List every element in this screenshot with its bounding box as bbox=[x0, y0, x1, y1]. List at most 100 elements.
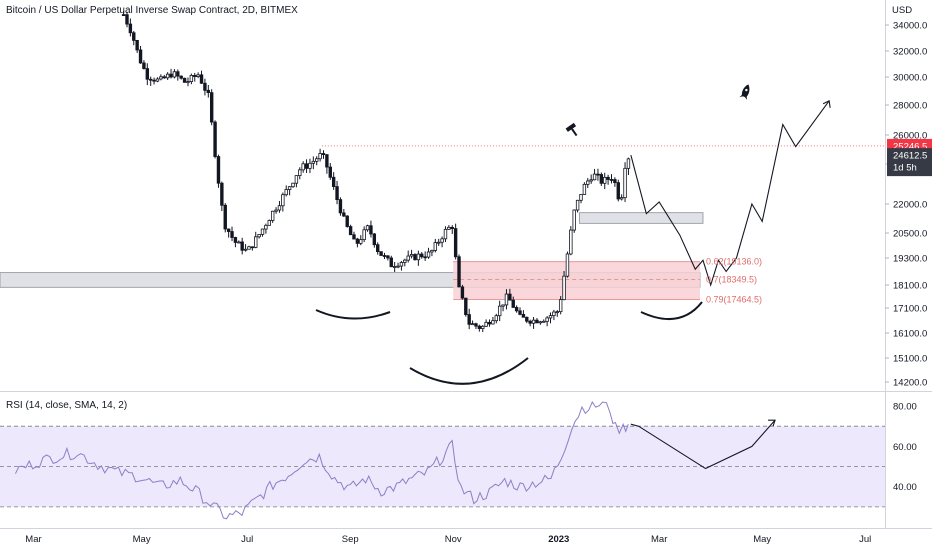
candle-body bbox=[545, 317, 549, 322]
right-shoulder-arc bbox=[640, 301, 703, 320]
time-tick-label: Mar bbox=[651, 534, 667, 545]
candle-body bbox=[176, 71, 180, 77]
candle-body bbox=[240, 241, 244, 251]
candle-body bbox=[548, 315, 553, 319]
fib-labels: 0.62(19136.0) 0.7(18349.5) 0.79(17464.5) bbox=[706, 257, 762, 305]
projection-line bbox=[630, 100, 830, 287]
candle-body bbox=[165, 73, 170, 79]
countdown-text: 1d 5h bbox=[893, 163, 917, 174]
time-tick-label: Nov bbox=[445, 534, 462, 545]
candle-body bbox=[484, 321, 488, 327]
candle-body bbox=[470, 323, 475, 326]
price-tick-label: 22000.0 bbox=[893, 200, 927, 211]
candle-body bbox=[223, 204, 227, 230]
candle-body bbox=[284, 189, 288, 196]
candle-body bbox=[311, 160, 316, 164]
candle-body bbox=[331, 176, 336, 187]
candle-body bbox=[450, 226, 454, 230]
candle-body bbox=[182, 77, 187, 83]
candle-body bbox=[209, 92, 214, 123]
time-tick-label: Sep bbox=[342, 534, 359, 545]
candle-body bbox=[613, 179, 617, 184]
candle-body bbox=[335, 186, 339, 201]
candle-body bbox=[277, 205, 282, 211]
candle-body bbox=[128, 23, 133, 34]
time-axis[interactable]: Mar May Jul Sep Nov 2023 Mar May Jul bbox=[25, 534, 871, 545]
time-tick-label: 2023 bbox=[548, 534, 569, 545]
rsi-projection bbox=[630, 419, 776, 470]
candlestick-series[interactable] bbox=[121, 10, 631, 333]
candle-body bbox=[426, 251, 431, 258]
currency-label: USD bbox=[892, 5, 912, 16]
candle-body bbox=[267, 220, 271, 226]
candle-body bbox=[216, 156, 221, 184]
candle-body bbox=[603, 176, 607, 184]
rocket-icon bbox=[739, 84, 750, 100]
candle-body bbox=[379, 251, 383, 256]
candle-body bbox=[230, 231, 234, 238]
candle-body bbox=[599, 174, 604, 184]
rsi-line bbox=[14, 400, 629, 520]
candle-body bbox=[531, 319, 536, 324]
price-axis[interactable]: 34000.032000.030000.028000.026000.024000… bbox=[885, 21, 927, 389]
candle-body bbox=[243, 248, 248, 251]
candle-body bbox=[298, 169, 302, 176]
candle-body bbox=[315, 158, 319, 162]
projection-path bbox=[630, 99, 831, 287]
rsi-tick-label: 60.00 bbox=[893, 442, 917, 453]
fib-label: 0.7(18349.5) bbox=[706, 274, 757, 284]
rsi-tick-label: 80.00 bbox=[893, 402, 917, 413]
candle-body bbox=[518, 310, 522, 315]
time-tick-label: Jul bbox=[241, 534, 253, 545]
candle-body bbox=[392, 266, 397, 268]
candle-body bbox=[569, 229, 573, 255]
candle-body bbox=[172, 71, 177, 78]
candle-body bbox=[301, 163, 305, 171]
candle-body bbox=[558, 299, 563, 313]
candle-body bbox=[619, 197, 624, 200]
candle-body bbox=[626, 158, 631, 169]
candle-body bbox=[260, 228, 265, 235]
chart-zones bbox=[0, 212, 704, 300]
candle-body bbox=[355, 238, 360, 244]
candle-body bbox=[132, 32, 136, 41]
price-tick-label: 14200.0 bbox=[893, 378, 927, 389]
candle-body bbox=[623, 167, 627, 199]
candle-body bbox=[430, 249, 434, 253]
candle-body bbox=[125, 14, 129, 25]
current-price-tag: 24612.5 1d 5h bbox=[887, 148, 932, 177]
demand-zone bbox=[578, 212, 704, 224]
price-tick-label: 30000.0 bbox=[893, 73, 927, 84]
candle-body bbox=[220, 182, 224, 206]
candle-body bbox=[494, 315, 498, 322]
candle-body bbox=[460, 286, 465, 299]
candle-body bbox=[328, 166, 332, 178]
candle-body bbox=[281, 194, 285, 207]
candle-body bbox=[145, 68, 150, 80]
candle-body bbox=[474, 323, 478, 327]
candle-body bbox=[535, 319, 539, 324]
candle-body bbox=[477, 325, 482, 329]
candle-body bbox=[186, 81, 190, 83]
candle-body bbox=[497, 305, 502, 317]
candle-body bbox=[304, 163, 309, 169]
candle-body bbox=[443, 228, 448, 240]
time-tick-label: Mar bbox=[25, 534, 41, 545]
left-shoulder-arc bbox=[315, 309, 391, 320]
candle-body bbox=[226, 228, 231, 232]
candle-body bbox=[213, 121, 217, 157]
rsi-axis[interactable]: 80.00 60.00 40.00 bbox=[893, 402, 917, 494]
candle-body bbox=[609, 179, 614, 181]
candle-body bbox=[372, 233, 377, 246]
candle-body bbox=[409, 254, 414, 257]
candle-body bbox=[572, 209, 576, 231]
candle-body bbox=[274, 209, 278, 212]
candle-body bbox=[423, 256, 427, 259]
candle-body bbox=[562, 275, 566, 301]
candle-body bbox=[542, 320, 546, 323]
candle-body bbox=[291, 182, 295, 188]
candle-body bbox=[199, 74, 204, 84]
rsi-projection-arrowhead bbox=[768, 419, 776, 427]
candle-body bbox=[440, 238, 444, 243]
